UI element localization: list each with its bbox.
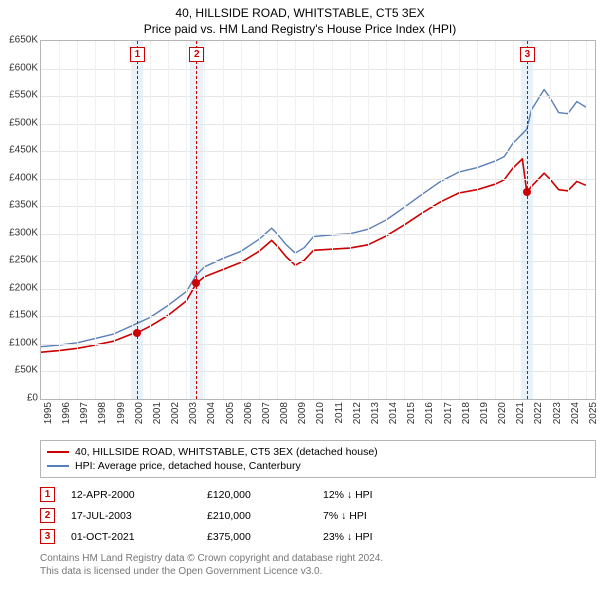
transaction-date: 01-OCT-2021	[71, 531, 191, 543]
x-axis-tick-label: 2015	[406, 402, 417, 424]
x-axis-tick-label: 1999	[116, 402, 127, 424]
transaction-number-icon: 1	[40, 487, 55, 502]
price-chart: 1 2 3	[40, 40, 596, 400]
transaction-dot	[192, 279, 200, 287]
x-axis-tick-label: 1995	[43, 402, 54, 424]
transaction-delta: 23% ↓ HPI	[323, 531, 433, 543]
transaction-delta: 7% ↓ HPI	[323, 510, 433, 522]
x-axis-tick-label: 2017	[443, 402, 454, 424]
x-axis-tick-label: 2010	[315, 402, 326, 424]
y-axis-tick-label: £400K	[2, 172, 38, 183]
transaction-number-marker: 2	[189, 47, 204, 62]
y-axis-tick-label: £150K	[2, 310, 38, 321]
y-axis-tick-label: £600K	[2, 62, 38, 73]
transaction-price: £375,000	[207, 531, 307, 543]
transaction-price: £120,000	[207, 489, 307, 501]
y-axis-tick-label: £550K	[2, 90, 38, 101]
x-axis-tick-label: 2020	[497, 402, 508, 424]
x-axis-tick-label: 2018	[461, 402, 472, 424]
y-axis-tick-label: £500K	[2, 117, 38, 128]
legend-row: HPI: Average price, detached house, Cant…	[47, 459, 589, 473]
legend-label: HPI: Average price, detached house, Cant…	[75, 460, 301, 472]
y-axis-tick-label: £200K	[2, 282, 38, 293]
y-axis-tick-label: £100K	[2, 337, 38, 348]
y-axis-tick-label: £0	[2, 393, 38, 404]
transaction-delta: 12% ↓ HPI	[323, 489, 433, 501]
transaction-marker-line	[196, 41, 197, 399]
legend-row: 40, HILLSIDE ROAD, WHITSTABLE, CT5 3EX (…	[47, 445, 589, 459]
x-axis-tick-label: 2014	[388, 402, 399, 424]
x-axis-tick-label: 2006	[243, 402, 254, 424]
transaction-marker-line	[137, 41, 138, 399]
license-line: This data is licensed under the Open Gov…	[40, 566, 596, 579]
transaction-number-marker: 1	[130, 47, 145, 62]
x-axis-tick-label: 1998	[97, 402, 108, 424]
x-axis-tick-label: 2007	[261, 402, 272, 424]
transaction-row: 2 17-JUL-2003 £210,000 7% ↓ HPI	[40, 505, 596, 526]
chart-svg	[41, 41, 595, 399]
x-axis-tick-label: 2025	[588, 402, 599, 424]
x-axis-tick-label: 1997	[79, 402, 90, 424]
transactions-table: 1 12-APR-2000 £120,000 12% ↓ HPI 2 17-JUL-200…	[40, 484, 596, 547]
x-axis-tick-label: 2001	[152, 402, 163, 424]
y-axis-tick-label: £250K	[2, 255, 38, 266]
transaction-marker-line	[527, 41, 528, 399]
x-axis-tick-label: 2019	[479, 402, 490, 424]
x-axis-tick-label: 2009	[297, 402, 308, 424]
x-axis-tick-label: 2005	[225, 402, 236, 424]
x-axis-tick-label: 2003	[188, 402, 199, 424]
chart-legend: 40, HILLSIDE ROAD, WHITSTABLE, CT5 3EX (…	[40, 440, 596, 478]
x-axis-tick-label: 2024	[570, 402, 581, 424]
y-axis-tick-label: £450K	[2, 145, 38, 156]
x-axis-tick-label: 2008	[279, 402, 290, 424]
transaction-dot	[133, 329, 141, 337]
x-axis-tick-label: 2012	[352, 402, 363, 424]
x-axis-tick-label: 2021	[515, 402, 526, 424]
transaction-date: 12-APR-2000	[71, 489, 191, 501]
y-axis-tick-label: £50K	[2, 365, 38, 376]
x-axis-tick-label: 1996	[61, 402, 72, 424]
x-axis-tick-label: 2023	[552, 402, 563, 424]
license-line: Contains HM Land Registry data © Crown c…	[40, 553, 596, 566]
legend-label: 40, HILLSIDE ROAD, WHITSTABLE, CT5 3EX (…	[75, 446, 378, 458]
transaction-row: 1 12-APR-2000 £120,000 12% ↓ HPI	[40, 484, 596, 505]
transaction-dot	[523, 188, 531, 196]
x-axis-tick-label: 2013	[370, 402, 381, 424]
x-axis-labels: 1995 1996 1997 1998 1999 2000 2001 2002 2003 2004…	[40, 400, 596, 434]
y-axis-tick-label: £300K	[2, 227, 38, 238]
page-subtitle: Price paid vs. HM Land Registry's House …	[0, 22, 600, 36]
x-axis-tick-label: 2016	[424, 402, 435, 424]
page-title: 40, HILLSIDE ROAD, WHITSTABLE, CT5 3EX	[0, 6, 600, 20]
x-axis-tick-label: 2002	[170, 402, 181, 424]
transaction-date: 17-JUL-2003	[71, 510, 191, 522]
transaction-number-icon: 2	[40, 508, 55, 523]
x-axis-tick-label: 2011	[334, 402, 345, 424]
legend-swatch	[47, 451, 69, 453]
y-axis-tick-label: £350K	[2, 200, 38, 211]
license-text: Contains HM Land Registry data © Crown c…	[40, 553, 596, 578]
transaction-number-icon: 3	[40, 529, 55, 544]
transaction-price: £210,000	[207, 510, 307, 522]
transaction-row: 3 01-OCT-2021 £375,000 23% ↓ HPI	[40, 526, 596, 547]
transaction-number-marker: 3	[520, 47, 535, 62]
legend-swatch	[47, 465, 69, 467]
x-axis-tick-label: 2022	[533, 402, 544, 424]
x-axis-tick-label: 2004	[206, 402, 217, 424]
x-axis-tick-label: 2000	[134, 402, 145, 424]
y-axis-tick-label: £650K	[2, 35, 38, 46]
